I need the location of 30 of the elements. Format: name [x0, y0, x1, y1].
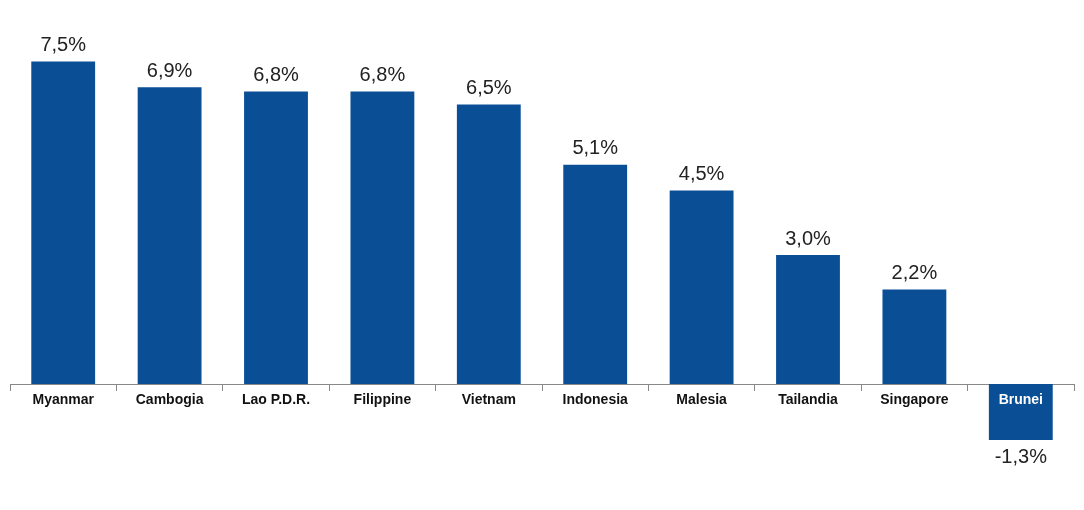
data-label: 6,9%	[146, 58, 193, 81]
x-tick-label: Cambogia	[135, 390, 204, 407]
data-label: 6,8%	[253, 63, 300, 86]
x-tick-label: Myanmar	[32, 390, 95, 407]
bar	[563, 164, 628, 384]
bar	[776, 255, 840, 384]
x-tick-label: Malesia	[676, 390, 728, 407]
bar	[350, 91, 415, 384]
x-tick-label: Indonesia	[562, 390, 629, 407]
bar	[31, 61, 96, 384]
bar	[456, 104, 521, 384]
x-tick-label: Tailandia	[778, 390, 839, 407]
data-label: 3,0%	[785, 226, 832, 249]
x-tick-label: Lao P.D.R.	[241, 390, 311, 407]
x-tick-label: Brunei	[998, 390, 1043, 407]
bar	[669, 190, 734, 384]
bar	[137, 87, 202, 384]
x-tick-label: Filippine	[353, 390, 412, 407]
bar	[882, 289, 947, 384]
data-label: -1,3%	[994, 445, 1048, 468]
x-tick-label: Vietnam	[461, 390, 516, 407]
bar	[988, 384, 1053, 440]
x-tick-label: Singapore	[880, 390, 949, 407]
data-label: 5,1%	[572, 136, 619, 159]
data-label: 6,5%	[466, 76, 512, 99]
data-label: 4,5%	[678, 162, 725, 185]
bar	[244, 91, 308, 384]
data-label: 2,2%	[891, 260, 938, 283]
data-label: 7,5%	[40, 33, 87, 56]
data-label: 6,8%	[359, 63, 406, 86]
